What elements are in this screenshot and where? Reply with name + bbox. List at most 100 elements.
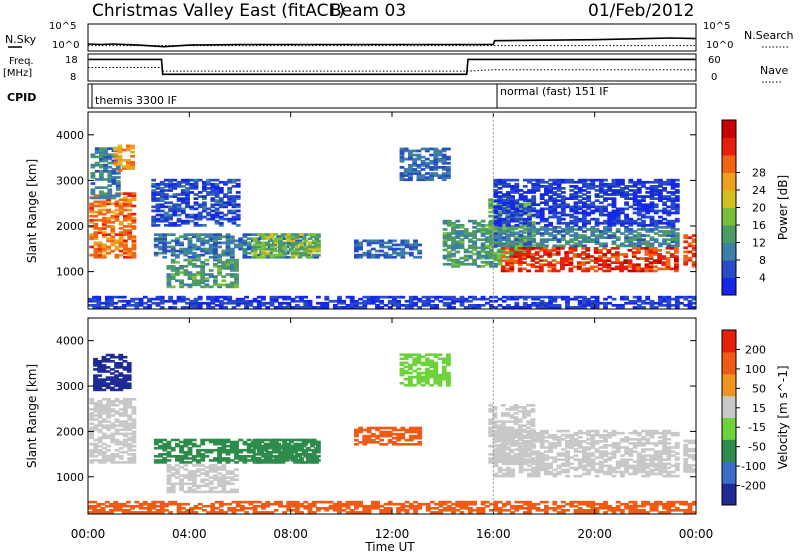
heatmap-cell: [126, 368, 132, 371]
heatmap-cell: [164, 197, 169, 200]
heatmap-cell: [484, 232, 490, 235]
cpid-strip-frame: [87, 83, 697, 109]
heatmap-cell: [543, 251, 548, 254]
heatmap-cell: [594, 240, 600, 244]
heatmap-cell: [238, 247, 244, 251]
heatmap-cell: [261, 233, 266, 236]
heatmap-cell: [122, 366, 128, 369]
heatmap-cell: [493, 456, 499, 459]
heatmap-cell: [301, 235, 307, 239]
heatmap-cell: [314, 237, 320, 241]
heatmap-cell: [187, 275, 193, 278]
heatmap-cell: [421, 295, 427, 299]
heatmap-cell: [97, 370, 103, 373]
heatmap-cell: [513, 251, 519, 254]
heatmap-cell: [99, 147, 104, 150]
heatmap-cell: [437, 382, 443, 385]
heatmap-cell: [446, 172, 451, 175]
heatmap-cell: [400, 426, 406, 430]
heatmap-cell: [451, 295, 456, 299]
heatmap-cell: [433, 369, 439, 373]
heatmap-cell: [278, 251, 283, 255]
heatmap-cell: [159, 182, 165, 186]
heatmap-cell: [509, 426, 515, 429]
heatmap-cell: [480, 246, 486, 250]
heatmap-cell: [213, 251, 218, 255]
heatmap-cell: [126, 386, 132, 390]
heatmap-cell: [387, 438, 393, 442]
heatmap-cell: [366, 255, 372, 259]
heatmap-cell: [598, 195, 604, 198]
heatmap-cell: [234, 283, 239, 287]
heatmap-cell: [110, 424, 116, 427]
heatmap-cell: [463, 254, 469, 258]
heatmap-cell: [118, 192, 124, 195]
heatmap-cell: [89, 214, 95, 218]
heatmap-cell: [99, 165, 104, 169]
heatmap-cell: [396, 438, 401, 442]
heatmap-cell: [217, 235, 222, 239]
heatmap-cell: [648, 269, 654, 273]
heatmap-cell: [548, 297, 553, 301]
heatmap-cell: [455, 242, 461, 246]
heatmap-cell: [585, 257, 591, 260]
heatmap-cell: [103, 155, 108, 159]
heatmap-cell: [97, 414, 103, 417]
heatmap-cell: [204, 241, 210, 245]
heatmap-cell: [362, 239, 368, 243]
heatmap-cell: [691, 306, 697, 309]
heatmap-cell: [653, 240, 659, 244]
heatmap-cell: [191, 470, 197, 473]
heatmap-cell: [366, 253, 372, 257]
heatmap-cell: [459, 232, 465, 235]
heatmap-cell: [217, 245, 222, 249]
heatmap-cell: [514, 201, 520, 205]
heatmap-cell: [229, 448, 235, 452]
heatmap-cell: [653, 232, 659, 235]
heatmap-cell: [126, 362, 132, 365]
heatmap-cell: [273, 295, 279, 299]
heatmap-cell: [573, 306, 579, 309]
heatmap-cell: [217, 285, 222, 289]
heatmap-cell: [396, 247, 401, 251]
heatmap-cell: [577, 301, 583, 305]
heatmap-cell: [155, 301, 161, 305]
heatmap-cell: [179, 271, 184, 274]
heatmap-cell: [115, 188, 121, 192]
heatmap-cell: [569, 215, 575, 219]
heatmap-cell: [564, 255, 570, 258]
heatmap-cell: [162, 243, 168, 247]
heatmap-cell: [399, 155, 405, 159]
heatmap-cell: [493, 185, 499, 188]
heatmap-cell: [265, 442, 271, 446]
heatmap-cell: [324, 295, 330, 299]
heatmap-cell: [441, 153, 447, 157]
heatmap-cell: [446, 262, 452, 266]
heatmap-cell: [218, 221, 224, 225]
heatmap-cell: [590, 211, 596, 215]
heatmap-cell: [159, 189, 165, 192]
heatmap-cell: [416, 353, 422, 356]
heatmap-cell: [282, 457, 287, 460]
heatmap-cell: [166, 245, 172, 249]
heatmap-cell: [208, 464, 214, 467]
heatmap-cell: [299, 442, 304, 446]
heatmap-cell: [674, 232, 680, 235]
heatmap-cell: [636, 182, 642, 186]
heatmap-cell: [547, 261, 553, 264]
heatmap-cell: [598, 257, 603, 260]
heatmap-cell: [225, 251, 231, 255]
heatmap-cell: [531, 301, 537, 305]
heatmap-cell: [187, 440, 193, 444]
heatmap-cell: [93, 362, 98, 365]
heatmap-cell: [603, 226, 608, 229]
heatmap-cell: [217, 269, 222, 272]
heatmap-cell: [196, 233, 201, 236]
heatmap-cell: [615, 178, 621, 182]
heatmap-cell: [581, 247, 586, 250]
heatmap-cell: [603, 221, 608, 225]
heatmap-cell: [114, 410, 120, 413]
heatmap-cell: [488, 225, 494, 228]
heatmap-cell: [153, 239, 159, 243]
heatmap-cell: [442, 262, 448, 266]
